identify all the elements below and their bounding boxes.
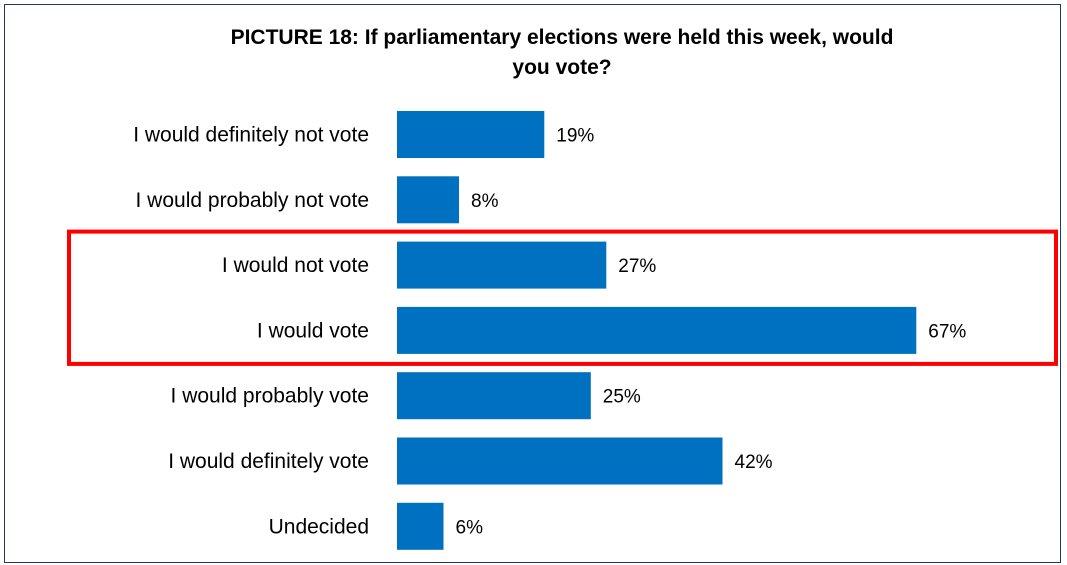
value-label-3: 67% [928,321,966,342]
category-label-5: I would definitely vote [168,450,369,473]
bar-4 [397,372,591,420]
chart-title-line-2: you vote? [512,56,611,79]
value-label-2: 27% [618,256,656,277]
category-label-2: I would not vote [222,254,369,277]
bar-3 [397,306,917,354]
highlight-box [67,229,1058,366]
bar-6 [397,502,444,550]
category-label-0: I would definitely not vote [133,124,369,147]
category-label-3: I would vote [257,319,369,342]
chart-title-line-1: PICTURE 18: If parliamentary elections w… [231,26,894,49]
category-label-1: I would probably not vote [136,189,369,212]
category-label-6: Undecided [269,515,369,538]
value-label-4: 25% [603,387,641,408]
bar-5 [397,437,723,485]
category-label-4: I would probably vote [171,385,369,408]
bar-0 [397,111,545,158]
value-label-6: 6% [456,517,484,538]
bars-group: I would definitely not vote 19% I would pr… [133,111,966,550]
bar-1 [397,176,459,224]
bar-2 [397,241,607,289]
value-label-5: 42% [735,452,773,473]
value-label-0: 19% [556,126,594,147]
value-label-1: 8% [471,191,499,212]
